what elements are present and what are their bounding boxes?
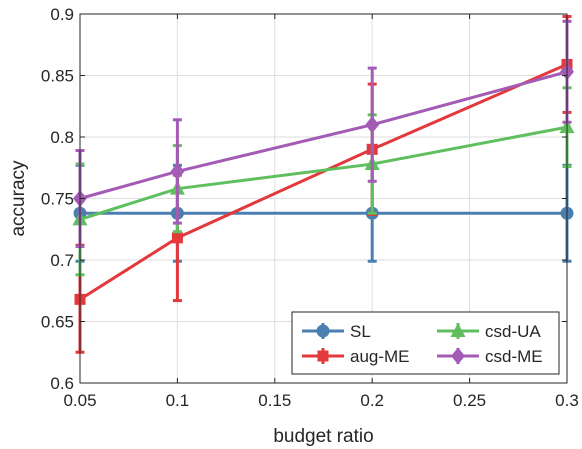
series-line xyxy=(79,70,568,200)
series-line xyxy=(79,63,568,301)
legend-label: aug-ME xyxy=(350,347,410,366)
legend-box xyxy=(291,311,560,375)
x-tick-label: 0.05 xyxy=(63,391,96,410)
y-tick-label: 0.9 xyxy=(50,5,74,24)
series-line xyxy=(79,125,568,221)
y-tick-label: 0.65 xyxy=(41,313,74,332)
legend-label: csd-ME xyxy=(485,347,543,366)
legend-marker xyxy=(316,324,330,338)
data-point xyxy=(170,162,185,180)
plot-series xyxy=(72,14,575,354)
legend: SL aug-ME csd-UA csd-ME xyxy=(291,311,560,375)
legend-label: csd-UA xyxy=(485,322,541,341)
series-csd-ua xyxy=(72,86,575,277)
x-tick-label: 0.25 xyxy=(453,391,486,410)
y-tick-label: 0.8 xyxy=(50,128,74,147)
legend-marker xyxy=(317,350,329,362)
x-axis-label: budget ratio xyxy=(273,426,373,447)
legend-marker xyxy=(451,347,465,365)
y-tick-label: 0.6 xyxy=(50,374,74,393)
legend-marker xyxy=(450,323,466,337)
y-tick-label: 0.7 xyxy=(50,251,74,270)
legend-label: SL xyxy=(350,322,371,341)
data-point xyxy=(365,116,380,134)
data-point xyxy=(171,232,183,244)
y-tick-label: 0.75 xyxy=(41,190,74,209)
x-tick-label: 0.15 xyxy=(258,391,291,410)
y-tick-label: 0.85 xyxy=(41,67,74,86)
series-aug-me xyxy=(74,14,573,354)
x-tick-label: 0.2 xyxy=(360,391,384,410)
x-tick-label: 0.1 xyxy=(166,391,190,410)
y-axis-label: accuracy xyxy=(8,160,29,237)
tick-labels: 0.05 0.1 0.15 0.2 0.25 0.3 0.6 0.65 0.7 0.75 0.8 0.… xyxy=(41,5,579,410)
x-tick-label: 0.3 xyxy=(555,391,579,410)
